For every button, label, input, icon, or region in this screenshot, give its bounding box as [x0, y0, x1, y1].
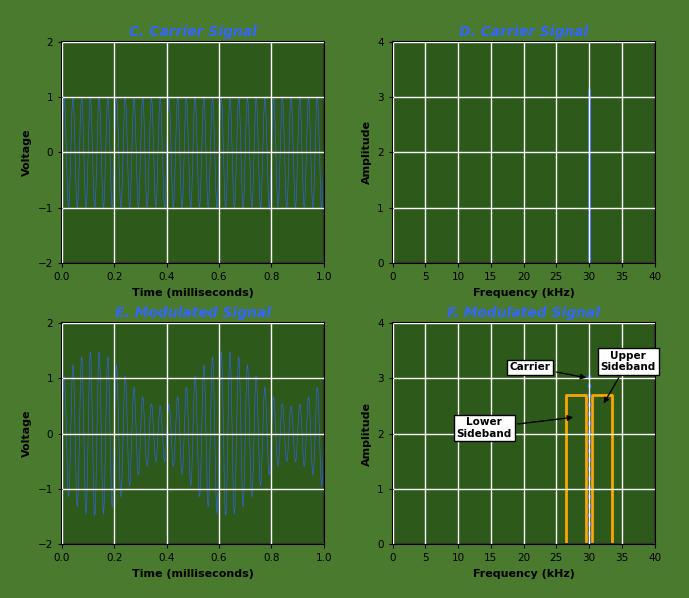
- Y-axis label: Voltage: Voltage: [22, 410, 32, 457]
- Text: Upper
Sideband: Upper Sideband: [601, 351, 656, 402]
- X-axis label: Frequency (kHz): Frequency (kHz): [473, 288, 575, 298]
- Text: Lower
Sideband: Lower Sideband: [457, 416, 572, 439]
- Y-axis label: Amplitude: Amplitude: [362, 120, 371, 185]
- Text: Carrier: Carrier: [510, 362, 585, 379]
- Title: D. Carrier Signal: D. Carrier Signal: [459, 25, 588, 39]
- Y-axis label: Voltage: Voltage: [22, 129, 32, 176]
- Title: F. Modulated Signal: F. Modulated Signal: [447, 306, 600, 321]
- Title: C. Carrier Signal: C. Carrier Signal: [129, 25, 257, 39]
- X-axis label: Time (milliseconds): Time (milliseconds): [132, 288, 254, 298]
- Y-axis label: Amplitude: Amplitude: [362, 401, 371, 466]
- X-axis label: Time (milliseconds): Time (milliseconds): [132, 569, 254, 579]
- Title: E. Modulated Signal: E. Modulated Signal: [115, 306, 271, 321]
- X-axis label: Frequency (kHz): Frequency (kHz): [473, 569, 575, 579]
